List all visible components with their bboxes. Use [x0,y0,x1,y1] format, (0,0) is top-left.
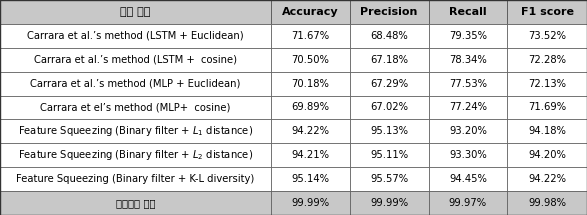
Bar [350,72,429,95]
Text: Feature Squeezing (Binary filter + $\mathit{L}_1$ distance): Feature Squeezing (Binary filter + $\mat… [18,124,253,138]
Bar [271,48,350,72]
Text: 94.21%: 94.21% [292,150,329,160]
Text: 94.22%: 94.22% [528,174,566,184]
Text: Carrara et al.’s method (LSTM +  cosine): Carrara et al.’s method (LSTM + cosine) [34,55,237,65]
Text: 99.97%: 99.97% [449,198,487,208]
Bar [429,143,507,167]
Bar [429,48,507,72]
Bar [429,120,507,143]
Text: 77.24%: 77.24% [449,103,487,112]
Bar [350,48,429,72]
Text: Carrara et al.’s method (LSTM + Euclidean): Carrara et al.’s method (LSTM + Euclidea… [27,31,244,41]
Text: 71.69%: 71.69% [528,103,566,112]
Bar [0,167,271,191]
Bar [271,120,350,143]
Text: 95.57%: 95.57% [370,174,408,184]
Text: 70.50%: 70.50% [292,55,329,65]
Text: 72.13%: 72.13% [528,79,566,89]
Text: F1 score: F1 score [521,7,573,17]
Text: 67.18%: 67.18% [370,55,408,65]
Bar [350,191,429,215]
Bar [507,0,587,24]
Text: 68.48%: 68.48% [370,31,408,41]
Bar [429,191,507,215]
Bar [0,72,271,95]
Text: Accuracy: Accuracy [282,7,339,17]
Text: 93.20%: 93.20% [449,126,487,136]
Bar [0,120,271,143]
Bar [0,143,271,167]
Text: Carrara et al.’s method (MLP + Euclidean): Carrara et al.’s method (MLP + Euclidean… [31,79,241,89]
Text: 69.89%: 69.89% [292,103,329,112]
Bar [507,191,587,215]
Text: 67.02%: 67.02% [370,103,408,112]
Text: Feature Squeezing (Binary filter + K-L diversity): Feature Squeezing (Binary filter + K-L d… [16,174,255,184]
Text: 95.14%: 95.14% [292,174,329,184]
Text: 71.67%: 71.67% [292,31,329,41]
Text: 방어 기법: 방어 기법 [120,7,151,17]
Text: 99.98%: 99.98% [528,198,566,208]
Text: Recall: Recall [449,7,487,17]
Bar [429,24,507,48]
Bar [271,191,350,215]
Bar [350,24,429,48]
Bar [429,95,507,120]
Text: 67.29%: 67.29% [370,79,408,89]
Bar [507,167,587,191]
Text: 93.30%: 93.30% [449,150,487,160]
Text: Carrara et el’s method (MLP+  cosine): Carrara et el’s method (MLP+ cosine) [41,103,231,112]
Bar [271,72,350,95]
Text: 94.18%: 94.18% [528,126,566,136]
Text: 94.45%: 94.45% [449,174,487,184]
Bar [350,0,429,24]
Bar [271,167,350,191]
Bar [0,95,271,120]
Bar [271,24,350,48]
Bar [429,0,507,24]
Bar [271,0,350,24]
Bar [507,143,587,167]
Bar [0,191,271,215]
Bar [507,95,587,120]
Text: 94.22%: 94.22% [292,126,329,136]
Text: 94.20%: 94.20% [528,150,566,160]
Text: 79.35%: 79.35% [449,31,487,41]
Bar [271,143,350,167]
Text: Feature Squeezing (Binary filter + $\mathit{L}_2$ distance): Feature Squeezing (Binary filter + $\mat… [18,148,253,162]
Bar [507,48,587,72]
Text: 77.53%: 77.53% [449,79,487,89]
Bar [350,143,429,167]
Bar [507,120,587,143]
Text: 72.28%: 72.28% [528,55,566,65]
Text: 73.52%: 73.52% [528,31,566,41]
Bar [507,72,587,95]
Text: 95.11%: 95.11% [370,150,408,160]
Bar [429,167,507,191]
Bar [507,24,587,48]
Bar [0,24,271,48]
Text: 95.13%: 95.13% [370,126,408,136]
Text: 70.18%: 70.18% [292,79,329,89]
Text: 78.34%: 78.34% [449,55,487,65]
Text: Precision: Precision [360,7,418,17]
Bar [350,120,429,143]
Bar [271,95,350,120]
Text: 제안하는 기법: 제안하는 기법 [116,198,156,208]
Bar [429,72,507,95]
Bar [350,95,429,120]
Bar [0,0,271,24]
Text: 99.99%: 99.99% [370,198,408,208]
Text: 99.99%: 99.99% [292,198,329,208]
Bar [0,48,271,72]
Bar [350,167,429,191]
